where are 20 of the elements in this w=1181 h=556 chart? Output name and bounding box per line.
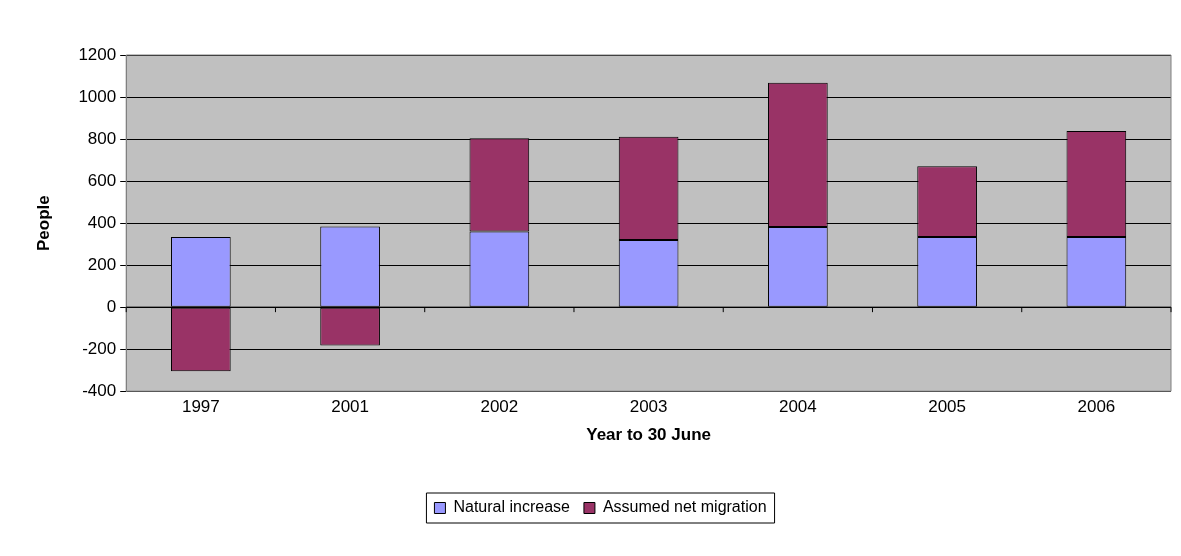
x-tick-label: 2004 bbox=[778, 397, 817, 417]
y-tick-label: 0 bbox=[106, 296, 117, 316]
x-tick-label: 2006 bbox=[1077, 397, 1116, 417]
y-tick-label: -200 bbox=[82, 338, 117, 358]
y-tick-label: 200 bbox=[87, 254, 117, 274]
x-tick-label: 2001 bbox=[331, 397, 370, 417]
y-tick-label: 1200 bbox=[78, 44, 117, 64]
x-tick-label: 1997 bbox=[181, 397, 220, 417]
y-tick-label: 800 bbox=[87, 128, 117, 148]
y-axis-title: People bbox=[33, 195, 53, 251]
x-tick-label: 2005 bbox=[928, 397, 967, 417]
legend-label: Assumed net migration bbox=[602, 498, 767, 516]
y-tick-label: -400 bbox=[82, 380, 117, 400]
legend-label: Natural increase bbox=[453, 498, 571, 516]
x-tick-label: 2002 bbox=[480, 397, 519, 417]
x-tick-label: 2003 bbox=[629, 397, 668, 417]
y-tick-label: 600 bbox=[87, 170, 117, 190]
x-axis-title: Year to 30 June bbox=[586, 425, 711, 445]
y-tick-label: 400 bbox=[87, 212, 117, 232]
y-tick-label: 1000 bbox=[78, 86, 117, 106]
